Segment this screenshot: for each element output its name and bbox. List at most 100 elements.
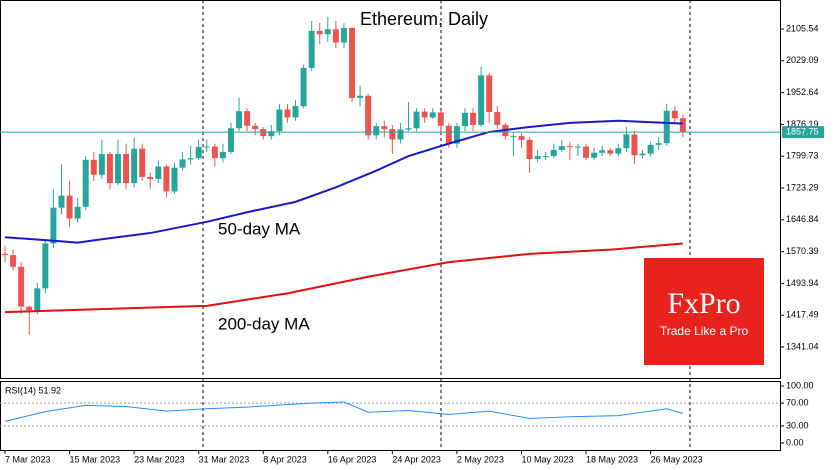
main-panel: [0, 0, 781, 379]
candle-body: [276, 109, 283, 132]
candle-body: [518, 136, 525, 140]
candle-body: [558, 146, 565, 150]
x-tick-label: 16 Apr 2023: [328, 454, 377, 464]
candle-body: [550, 149, 557, 157]
candle-body: [421, 111, 428, 118]
candle-body: [187, 158, 194, 160]
candle-body: [171, 167, 178, 192]
candle-body: [373, 126, 380, 136]
annotation: 50-day MA: [218, 219, 301, 238]
x-tick-label: 31 Mar 2023: [199, 454, 250, 464]
candle-body: [437, 112, 444, 126]
candle-body: [66, 195, 73, 219]
x-tick-label: 8 Apr 2023: [263, 454, 307, 464]
logo-box: [644, 258, 764, 365]
y-tick-label: 1952.64: [786, 87, 819, 97]
ma-line: [4, 242, 683, 314]
candle-body: [453, 126, 460, 144]
candle-body: [340, 27, 347, 43]
candle-body: [114, 154, 121, 184]
candle-body: [671, 110, 678, 119]
chart-title: Ethereum, Daily: [360, 9, 488, 29]
ma-line: [4, 119, 683, 244]
logo: FxPro Trade Like a Pro: [644, 258, 764, 365]
candle-body: [461, 112, 468, 127]
candle-body: [219, 151, 226, 159]
candle-body: [599, 150, 606, 153]
y-tick-label: 1570.39: [786, 246, 819, 256]
candle-body: [155, 166, 162, 179]
candle-body: [10, 255, 17, 267]
candle-body: [34, 288, 41, 310]
candle-body: [332, 29, 339, 43]
candle-body: [26, 306, 33, 310]
candle-body: [486, 75, 493, 113]
candle-body: [542, 156, 549, 158]
y-tick-label: 30.00: [786, 420, 809, 430]
candle-body: [470, 112, 477, 125]
x-tick-label: 26 May 2023: [651, 454, 703, 464]
candle-body: [292, 106, 299, 118]
candle-body: [663, 110, 670, 144]
candle-body: [203, 146, 210, 148]
candle-body: [227, 128, 234, 152]
candle-body: [18, 266, 25, 307]
candle-body: [139, 148, 146, 177]
candle-body: [607, 150, 614, 154]
candle-body: [647, 144, 654, 154]
y-tick-label: 1799.73: [786, 151, 819, 161]
y-tick-label: 70.00: [786, 397, 809, 407]
candle-body: [260, 129, 267, 137]
candle-body: [381, 126, 388, 130]
candle-body: [510, 136, 517, 138]
x-tick-label: 7 Mar 2023: [5, 454, 51, 464]
candle-body: [413, 111, 420, 129]
candle-body: [131, 148, 138, 184]
candle-body: [631, 134, 638, 156]
candle-body: [574, 146, 581, 148]
candle-body: [566, 146, 573, 148]
candle-body: [389, 129, 396, 140]
candle-body: [98, 154, 105, 175]
candle-body: [357, 95, 364, 98]
candle-body: [195, 146, 202, 159]
y-tick-label: 1341.04: [786, 341, 819, 351]
candle-body: [74, 206, 81, 219]
candle-body: [82, 159, 89, 207]
y-tick-label: 0.00: [786, 437, 804, 447]
candle-body: [90, 159, 97, 175]
candle-body: [300, 67, 307, 107]
candle-body: [397, 129, 404, 140]
rsi-line: [4, 401, 684, 422]
candle-body: [534, 156, 541, 160]
candle-body: [123, 154, 130, 184]
candle-body: [324, 29, 331, 35]
candle-body: [147, 176, 154, 179]
candle-body: [429, 112, 436, 118]
y-tick-label: 1417.49: [786, 310, 819, 320]
candle-body: [679, 118, 686, 133]
candle-body: [639, 153, 646, 156]
rsi-label: RSI(14) 51.92: [5, 385, 61, 395]
rsi-panel: [0, 381, 781, 451]
x-tick-label: 18 May 2023: [586, 454, 638, 464]
candle-body: [236, 111, 243, 129]
candle-body: [268, 131, 275, 137]
candle-body: [316, 30, 323, 35]
candle-body: [526, 139, 533, 160]
candle-body: [284, 109, 291, 118]
candle-body: [179, 159, 186, 168]
candle-body: [583, 146, 590, 158]
y-tick-label: 1646.84: [786, 214, 819, 224]
y-tick-label: 100.00: [786, 380, 814, 390]
candle-body: [106, 154, 113, 184]
y-tick-label: 1493.94: [786, 278, 819, 288]
candle-body: [445, 125, 452, 144]
candle-body: [42, 243, 49, 289]
candle-body: [163, 166, 170, 192]
candle-body: [349, 27, 356, 98]
y-tick-label: 2105.54: [786, 23, 819, 33]
candle-body: [244, 111, 251, 126]
y-tick-label: 2029.09: [786, 55, 819, 65]
